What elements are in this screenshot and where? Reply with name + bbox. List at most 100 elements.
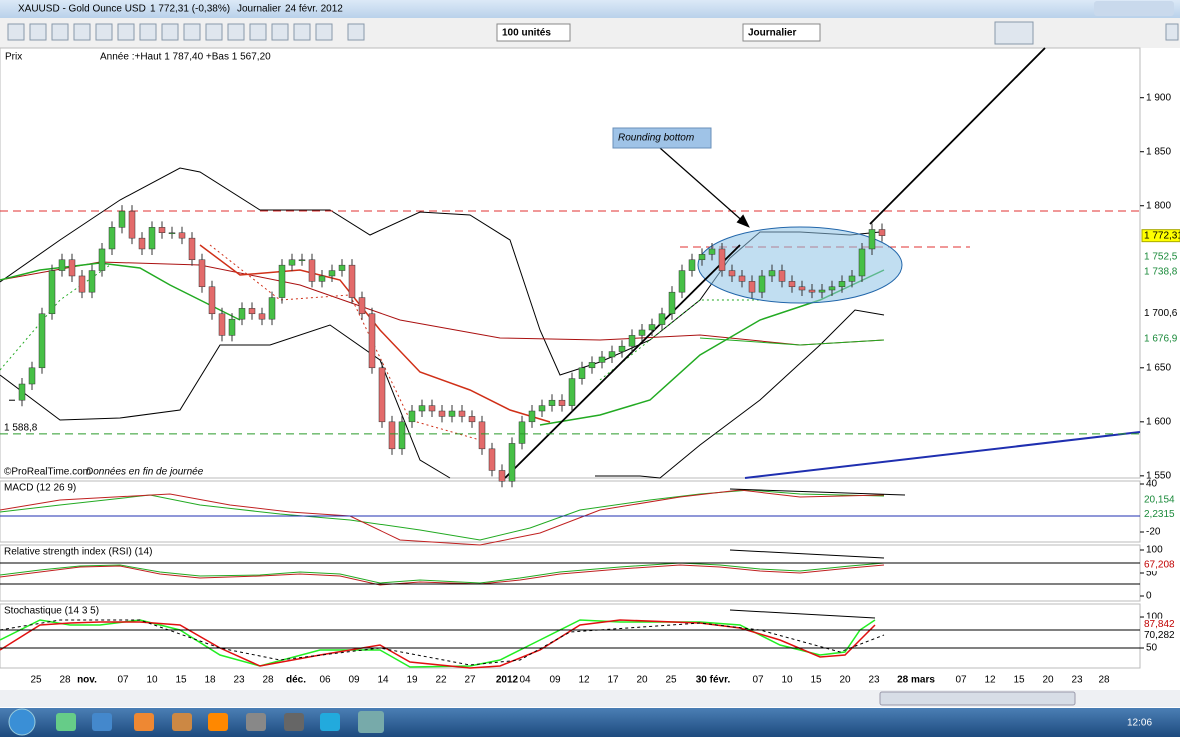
period-dropdown[interactable] bbox=[742, 23, 821, 42]
candle bbox=[608, 351, 616, 358]
candle bbox=[298, 259, 306, 262]
candle bbox=[168, 232, 176, 234]
value-label: 2,2315 bbox=[1144, 509, 1175, 520]
start-button[interactable] bbox=[8, 708, 36, 736]
x-tick-label: 04 bbox=[519, 675, 531, 686]
candle bbox=[688, 259, 696, 271]
x-tick-label: 10 bbox=[146, 675, 158, 686]
candle bbox=[408, 410, 416, 423]
units-value[interactable]: 100 unités bbox=[502, 28, 551, 39]
period-value[interactable]: Journalier bbox=[748, 28, 796, 39]
y-tick-label: 40 bbox=[1146, 479, 1158, 490]
window-title: XAUUSD - Gold Ounce USD bbox=[18, 4, 146, 15]
y-tick-label: 1 550 bbox=[1146, 470, 1171, 481]
candle bbox=[118, 210, 126, 228]
x-tick-label: 25 bbox=[665, 675, 677, 686]
x-tick-label: 28 bbox=[262, 675, 274, 686]
candle bbox=[228, 318, 236, 336]
candle bbox=[878, 229, 886, 236]
candle bbox=[808, 289, 816, 293]
candle bbox=[258, 313, 266, 320]
x-tick-label: 23 bbox=[1071, 675, 1083, 686]
candle bbox=[468, 416, 476, 423]
candle bbox=[818, 289, 826, 293]
taskbar-icons[interactable] bbox=[56, 711, 384, 733]
candle bbox=[748, 281, 756, 293]
candle bbox=[598, 356, 606, 363]
x-tick-label: 23 bbox=[868, 675, 880, 686]
candle bbox=[108, 227, 116, 250]
x-tick-label: 14 bbox=[377, 675, 389, 686]
y-tick-label: 1 900 bbox=[1146, 92, 1171, 103]
x-tick-label: 09 bbox=[549, 675, 561, 686]
value-label: 1 772,31 bbox=[1144, 230, 1180, 241]
clock: 12:06 bbox=[1127, 718, 1152, 729]
y-tick-label: 1 800 bbox=[1146, 200, 1171, 211]
candle bbox=[728, 270, 736, 277]
candle bbox=[178, 232, 186, 239]
candle bbox=[158, 227, 166, 233]
candle bbox=[18, 383, 26, 401]
x-tick-label: 06 bbox=[319, 675, 331, 686]
x-tick-label: 19 bbox=[406, 675, 418, 686]
candle bbox=[498, 470, 506, 482]
candle bbox=[638, 329, 646, 336]
x-tick-label: 07 bbox=[955, 675, 967, 686]
candle bbox=[658, 313, 666, 325]
annotation-text: Rounding bottom bbox=[618, 133, 694, 144]
x-tick-label: 15 bbox=[1013, 675, 1025, 686]
candle bbox=[668, 291, 676, 315]
x-tick-label: déc. bbox=[286, 675, 306, 686]
candle bbox=[648, 324, 656, 331]
candle bbox=[198, 259, 206, 288]
x-tick-label: 07 bbox=[752, 675, 764, 686]
value-label-box bbox=[1142, 332, 1180, 345]
value-label: 20,154 bbox=[1144, 495, 1175, 506]
stoch-title: Stochastique (14 3 5) bbox=[4, 606, 99, 617]
x-tick-label: 30 févr. bbox=[696, 675, 731, 686]
candle bbox=[698, 254, 706, 261]
value-label-box bbox=[1142, 307, 1180, 320]
x-tick-label: 20 bbox=[1042, 675, 1054, 686]
annotation-box bbox=[612, 127, 712, 149]
candle bbox=[248, 308, 256, 315]
candle bbox=[88, 270, 96, 293]
candle bbox=[798, 286, 806, 291]
y-tick-label: 1 850 bbox=[1146, 146, 1171, 157]
candle bbox=[308, 259, 316, 282]
window-quote: 1 772,31 (-0,38%) bbox=[150, 4, 230, 15]
window-buttons[interactable] bbox=[1094, 1, 1174, 16]
price-info: Année :+Haut 1 787,40 +Bas 1 567,20 bbox=[100, 52, 271, 63]
value-label: 1 700,6 bbox=[1144, 308, 1178, 319]
candle bbox=[578, 367, 586, 379]
candle bbox=[138, 237, 146, 250]
y-tick-label: 50 bbox=[1146, 568, 1158, 579]
x-tick-label: 12 bbox=[578, 675, 590, 686]
candle bbox=[418, 405, 426, 412]
toolbar-icons[interactable] bbox=[7, 21, 1179, 45]
candle bbox=[318, 275, 326, 282]
candle bbox=[38, 313, 46, 369]
value-label-box bbox=[1142, 618, 1180, 631]
candle bbox=[508, 443, 516, 482]
x-tick-label: 09 bbox=[348, 675, 360, 686]
x-tick-label: 10 bbox=[781, 675, 793, 686]
x-tick-label: 17 bbox=[607, 675, 619, 686]
candle bbox=[788, 281, 796, 288]
x-tick-label: 25 bbox=[30, 675, 42, 686]
scroll-thumb[interactable] bbox=[879, 691, 1076, 706]
value-label-box bbox=[1142, 508, 1180, 521]
y-tick-label: 100 bbox=[1146, 545, 1163, 556]
candles bbox=[9, 205, 886, 488]
candle bbox=[388, 421, 396, 450]
units-dropdown[interactable] bbox=[496, 23, 571, 42]
candle bbox=[368, 313, 376, 369]
candle bbox=[438, 410, 446, 417]
x-tick-label: 28 bbox=[59, 675, 71, 686]
price-label: Prix bbox=[5, 52, 22, 63]
support-label: 1 588,8 bbox=[4, 423, 38, 434]
y-tick-label: 50 bbox=[1146, 643, 1158, 654]
window-period: Journalier bbox=[237, 4, 282, 15]
